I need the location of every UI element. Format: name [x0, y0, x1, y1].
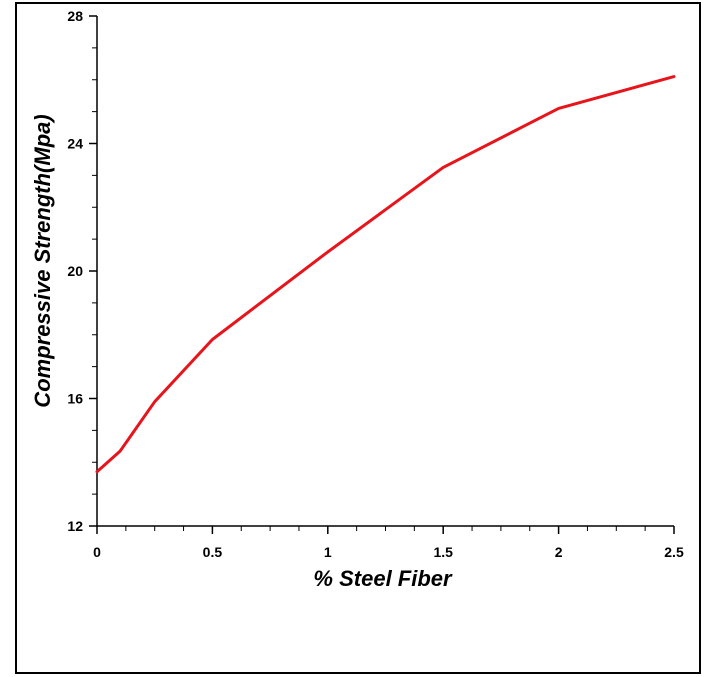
x-tick-label: 2.5 [664, 544, 684, 560]
series-line [95, 75, 676, 474]
y-tick-label: 16 [67, 391, 83, 407]
series-layer [95, 75, 676, 474]
x-tick-label: 1.5 [433, 544, 453, 560]
y-tick-label: 12 [67, 518, 83, 534]
y-axis-title: Compressive Strength(Mpa) [30, 114, 55, 407]
ticks: 0 0.5 1 1.5 2 2.5 12 16 20 24 28 [67, 8, 684, 560]
x-tick-label: 2 [555, 544, 563, 560]
x-tick-label: 1 [324, 544, 332, 560]
y-tick-label: 24 [67, 136, 83, 152]
x-tick-label: 0 [93, 544, 101, 560]
x-tick-label: 0.5 [203, 544, 223, 560]
x-axis-title: % Steel Fiber [313, 566, 453, 591]
y-tick-label: 20 [67, 263, 83, 279]
chart-frame [15, 2, 701, 674]
axes [96, 16, 674, 527]
y-tick-label: 28 [67, 8, 83, 24]
